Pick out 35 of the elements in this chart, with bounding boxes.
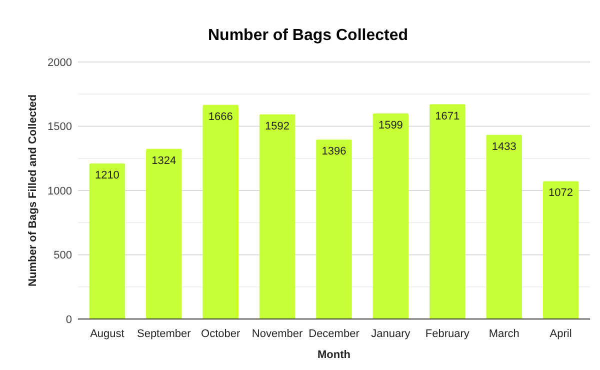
- x-tick-label: January: [371, 328, 411, 340]
- x-tick-label: September: [136, 328, 192, 340]
- bar: [316, 140, 352, 319]
- x-tick-label: April: [550, 328, 572, 340]
- x-tick-label: February: [425, 328, 470, 340]
- bar: [202, 104, 238, 319]
- bar: [542, 181, 579, 319]
- data-label: 1666: [208, 110, 233, 123]
- bar: [372, 114, 409, 319]
- y-tick-label: 500: [54, 250, 72, 262]
- bar: [89, 164, 126, 319]
- data-label: 1072: [548, 187, 574, 200]
- bar: [146, 148, 182, 319]
- data-label: 1396: [322, 146, 346, 158]
- y-tick-label: 1000: [48, 185, 72, 198]
- x-axis-title: Month: [318, 349, 351, 361]
- bar: [259, 114, 296, 319]
- data-label: 1324: [152, 154, 176, 167]
- data-label: 1592: [265, 120, 290, 132]
- data-label: 1433: [492, 140, 516, 153]
- x-tick-label: August: [90, 328, 124, 340]
- data-label: 1599: [378, 120, 403, 132]
- data-label: 1671: [435, 110, 460, 122]
- chart-title: Number of Bags Collected: [208, 27, 408, 44]
- x-tick-label: October: [201, 328, 240, 340]
- y-tick-label: 1500: [48, 121, 72, 134]
- y-axis-title: Number of Bags Filled and Collected: [27, 94, 39, 286]
- data-label: 1210: [94, 170, 120, 182]
- x-tick-label: December: [308, 328, 360, 340]
- bar: [486, 134, 522, 319]
- y-tick-label: 2000: [48, 56, 72, 69]
- x-tick-label: March: [488, 328, 520, 340]
- y-tick-label: 0: [66, 314, 72, 326]
- bar: [430, 104, 466, 319]
- x-tick-label: November: [252, 328, 304, 340]
